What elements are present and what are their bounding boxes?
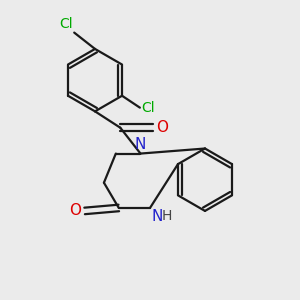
- Text: N: N: [135, 137, 146, 152]
- Text: H: H: [161, 209, 172, 224]
- Text: O: O: [157, 120, 169, 135]
- Text: O: O: [69, 203, 81, 218]
- Text: N: N: [152, 209, 163, 224]
- Text: Cl: Cl: [59, 17, 73, 31]
- Text: Cl: Cl: [141, 100, 155, 115]
